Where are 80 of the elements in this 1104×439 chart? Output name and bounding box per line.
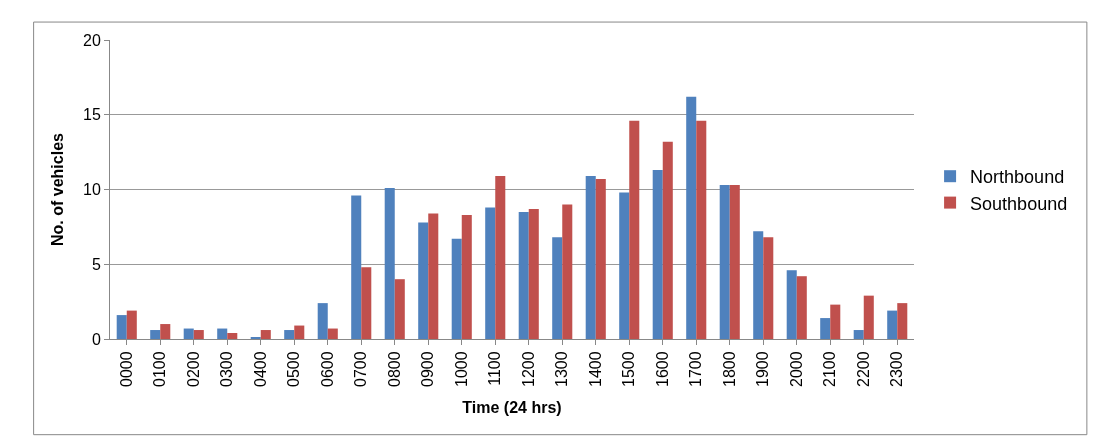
bar (796, 276, 807, 339)
y-tick-label: 0 (91, 330, 101, 348)
bar (461, 214, 472, 339)
bar (830, 304, 841, 339)
x-tick-label: 0100 (151, 351, 169, 387)
bar (585, 176, 596, 339)
x-tick-label: 1500 (620, 351, 638, 387)
x-axis-title: Time (24 hrs) (462, 398, 562, 416)
x-tick-label: 0700 (352, 351, 370, 387)
x-tick-label: 2100 (821, 351, 839, 387)
y-tick-label: 10 (83, 181, 101, 199)
y-tick-label: 15 (83, 106, 101, 124)
bar (183, 328, 194, 339)
x-tick-label: 0400 (251, 351, 269, 387)
bar (753, 231, 764, 339)
bar (317, 303, 328, 339)
x-tick-label: 1400 (586, 351, 604, 387)
bar (351, 195, 362, 339)
bar (428, 213, 439, 339)
bar (518, 211, 529, 339)
x-tick-label: 1100 (486, 351, 504, 386)
x-tick-label: 2300 (888, 351, 906, 387)
bar (260, 330, 271, 339)
bar (629, 120, 640, 339)
bar (652, 170, 663, 339)
bar (394, 279, 405, 339)
bar (327, 328, 338, 339)
x-tick-label: 1300 (553, 351, 571, 387)
bar (552, 237, 563, 339)
x-tick-label: 0300 (218, 351, 236, 387)
x-tick-label: 0000 (117, 351, 135, 387)
bar (227, 333, 238, 339)
x-tick-label: 1000 (452, 351, 470, 387)
bar (786, 270, 797, 339)
bar (150, 330, 161, 339)
x-tick-label: 1700 (687, 351, 705, 387)
x-tick-label: 2000 (787, 351, 805, 387)
bar (284, 330, 295, 339)
bar (126, 310, 137, 339)
bar (193, 330, 204, 339)
bar (528, 208, 539, 339)
x-tick-label: 0500 (285, 351, 303, 387)
bar (820, 318, 831, 339)
bar (696, 120, 707, 339)
bar (763, 237, 774, 339)
legend-label: Southbound (970, 193, 1068, 214)
bar (495, 176, 506, 339)
x-tick-label: 0800 (385, 351, 403, 387)
bar (853, 330, 864, 339)
x-tick-label: 0900 (419, 351, 437, 387)
x-tick-label: 0600 (318, 351, 336, 387)
bar (384, 188, 395, 339)
bar (887, 310, 898, 339)
y-tick-label: 20 (83, 31, 101, 49)
bar (729, 185, 740, 339)
legend-label: Northbound (970, 167, 1065, 188)
bar (116, 315, 127, 339)
bar (418, 222, 429, 339)
bar (686, 96, 697, 339)
bar (662, 141, 673, 339)
x-tick-label: 2200 (854, 351, 872, 387)
bar (217, 328, 228, 339)
bar (595, 179, 606, 339)
x-tick-label: 1800 (720, 351, 738, 387)
bar (451, 238, 462, 339)
bar (719, 185, 730, 339)
bar (897, 303, 908, 339)
bar (160, 324, 171, 339)
x-tick-label: 0200 (184, 351, 202, 387)
y-tick-label: 5 (91, 255, 101, 273)
bar (485, 207, 496, 339)
x-tick-label: 1600 (653, 351, 671, 387)
x-tick-label: 1200 (519, 351, 537, 387)
bar (619, 192, 630, 339)
bar (863, 295, 874, 339)
y-axis-title: No. of vehicles (48, 132, 66, 246)
x-tick-label: 1900 (754, 351, 772, 387)
bar (361, 267, 372, 339)
bar (294, 325, 305, 339)
bar (562, 204, 573, 339)
